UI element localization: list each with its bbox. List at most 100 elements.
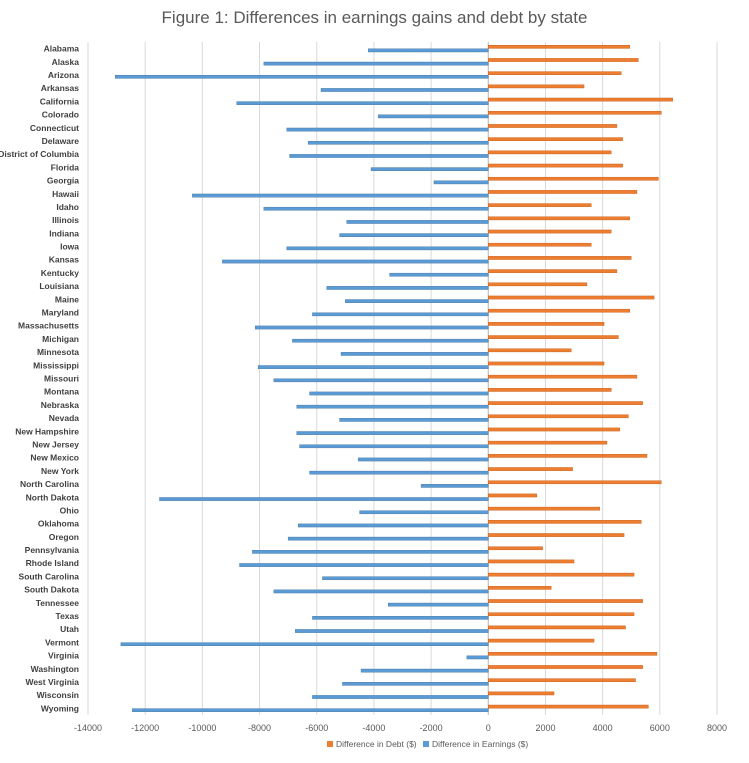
earnings-bar — [377, 114, 489, 119]
earnings-bar — [192, 193, 489, 198]
state-label: Wisconsin — [37, 690, 79, 700]
earnings-bar — [312, 616, 489, 620]
debt-bar — [488, 467, 573, 471]
debt-bar — [488, 652, 658, 656]
state-label: South Dakota — [24, 585, 79, 595]
earnings-bar — [132, 708, 489, 713]
debt-bar — [488, 546, 543, 551]
earnings-bar — [309, 391, 489, 396]
debt-bar — [488, 97, 673, 102]
debt-bar — [488, 586, 552, 590]
state-label: Utah — [60, 624, 79, 634]
debt-bar — [488, 308, 630, 313]
earnings-bar — [295, 629, 489, 633]
state-label: Idaho — [56, 202, 79, 212]
state-label: Hawaii — [52, 189, 79, 199]
state-label: Oklahoma — [38, 519, 79, 529]
x-tick-label: 0 — [486, 723, 491, 733]
debt-bar — [488, 533, 625, 537]
earnings-bar — [239, 563, 489, 567]
state-label: Wyoming — [41, 703, 79, 713]
debt-bar — [488, 493, 538, 498]
x-tick-label: -8000 — [248, 723, 271, 733]
x-tick-label: -12000 — [131, 723, 159, 733]
debt-bar — [488, 625, 626, 630]
earnings-bar — [367, 48, 489, 53]
earnings-bar — [346, 220, 489, 224]
x-tick-label: 6000 — [650, 723, 670, 733]
earnings-bar — [420, 484, 489, 488]
legend-label: Difference in Debt ($) — [336, 739, 417, 749]
state-label: North Dakota — [26, 492, 80, 502]
x-tick-label: 2000 — [535, 723, 555, 733]
state-label: Tennessee — [36, 598, 80, 608]
debt-bar — [488, 454, 648, 458]
state-label: Pennsylvania — [25, 545, 80, 555]
state-label: New Jersey — [32, 439, 79, 449]
state-label: North Carolina — [20, 479, 79, 489]
earnings-bar — [433, 180, 489, 185]
debt-bar — [488, 71, 622, 75]
earnings-bar — [286, 246, 489, 251]
debt-bar — [488, 44, 630, 49]
debt-bar — [488, 110, 662, 115]
debt-bar — [488, 282, 588, 287]
state-label: Louisiana — [39, 281, 79, 291]
debt-bar — [488, 388, 612, 392]
state-label: South Carolina — [19, 571, 80, 581]
state-label: Maine — [55, 294, 79, 304]
earnings-bar — [236, 101, 489, 105]
earnings-bar — [370, 167, 489, 171]
state-label: Arizona — [48, 70, 79, 80]
debt-bar — [488, 361, 605, 366]
state-label: District of Columbia — [0, 149, 79, 159]
debt-bar — [488, 124, 618, 128]
earnings-bar — [159, 497, 489, 501]
debt-bar — [488, 203, 592, 207]
debt-bar — [488, 401, 643, 405]
state-label: West Virginia — [25, 677, 79, 687]
debt-bar — [488, 216, 630, 221]
debt-bar — [488, 638, 595, 643]
debt-bar — [488, 163, 623, 168]
debt-bar — [488, 678, 636, 683]
state-label: Virginia — [48, 651, 79, 661]
state-label: Nebraska — [41, 400, 80, 410]
state-label: Kansas — [49, 255, 80, 265]
earnings-bar — [273, 589, 489, 594]
state-label: Mississippi — [33, 360, 79, 370]
state-label: Kentucky — [41, 268, 80, 278]
debt-bar — [488, 322, 605, 326]
state-label: Colorado — [42, 110, 79, 120]
debt-bar — [488, 599, 643, 603]
state-label: Illinois — [52, 215, 79, 225]
state-label: Delaware — [42, 136, 80, 146]
earnings-bar — [222, 259, 489, 264]
state-label: Iowa — [60, 242, 79, 252]
state-label: Michigan — [42, 334, 79, 344]
x-tick-label: -2000 — [420, 723, 443, 733]
debt-bar — [488, 229, 612, 234]
earnings-bar — [120, 642, 489, 647]
debt-bar — [488, 704, 649, 709]
state-label: Alaska — [52, 57, 80, 67]
earnings-bar — [114, 74, 489, 79]
debt-bar — [488, 190, 638, 194]
debt-bar — [488, 612, 635, 617]
state-label: Missouri — [44, 374, 79, 384]
debt-bar — [488, 414, 629, 419]
debt-bar — [488, 440, 608, 445]
earnings-bar — [359, 510, 489, 515]
debt-bar — [488, 480, 662, 485]
earnings-bar — [263, 61, 489, 66]
state-label: New Hampshire — [15, 426, 79, 436]
earnings-bar — [292, 338, 489, 343]
earnings-bar — [286, 127, 489, 132]
debt-bar — [488, 295, 655, 300]
state-label: Maryland — [42, 308, 79, 318]
x-tick-label: -14000 — [74, 723, 102, 733]
earnings-bar — [296, 404, 489, 409]
debt-bar — [488, 348, 572, 353]
x-tick-label: -4000 — [362, 723, 385, 733]
